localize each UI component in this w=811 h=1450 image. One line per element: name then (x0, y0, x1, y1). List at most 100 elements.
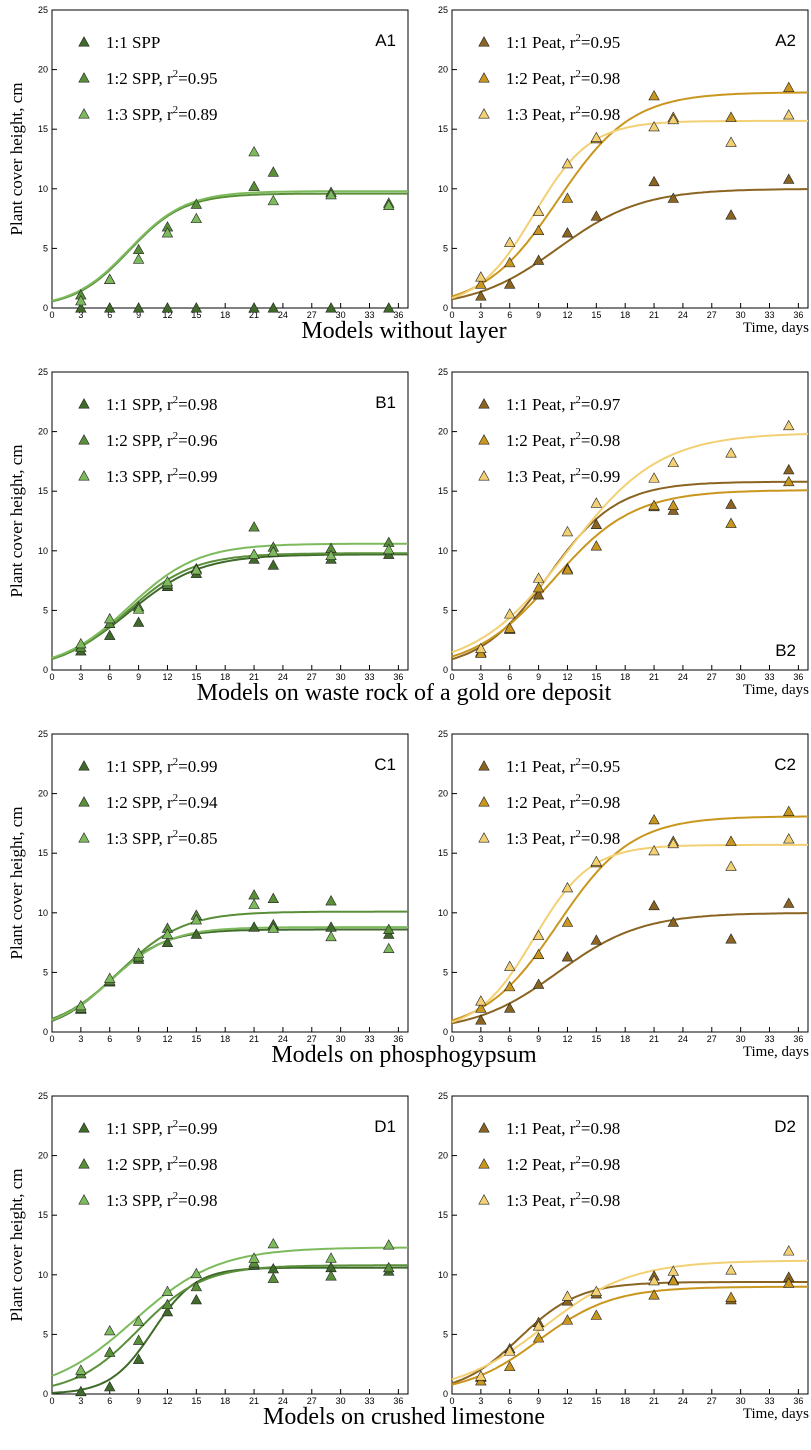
data-point (475, 642, 487, 654)
data-point (75, 1364, 87, 1375)
fit-curve (451, 489, 808, 658)
fit-curve (451, 912, 808, 1025)
x-tick-label: 33 (765, 672, 775, 682)
y-tick-label: 0 (43, 1027, 48, 1037)
x-tick-label: 9 (136, 672, 141, 682)
x-tick-label: 24 (278, 1034, 288, 1044)
y-axis-label: Plant cover height, cm (7, 1169, 26, 1322)
x-tick-label: 0 (449, 1396, 454, 1406)
y-tick-label: 10 (38, 1270, 48, 1280)
legend-entry: 1:1 SPP, r2=0.99 (106, 756, 217, 776)
y-tick-label: 10 (438, 908, 448, 918)
data-point (190, 1280, 203, 1292)
x-tick-label: 0 (49, 1034, 54, 1044)
y-tick-label: 25 (38, 5, 48, 15)
data-point (725, 1291, 737, 1302)
data-point (783, 81, 795, 92)
y-tick-label: 25 (38, 729, 48, 739)
row-title: Models on waste rock of a gold ore depos… (197, 680, 612, 706)
data-point (561, 1290, 574, 1301)
legend-entry: 1:2 Peat, r2=0.98 (506, 1154, 620, 1174)
x-tick-label: 30 (336, 1396, 346, 1406)
legend-entry: 1:3 Peat, r2=0.98 (506, 104, 620, 124)
data-point (325, 549, 337, 561)
legend-marker (478, 398, 490, 409)
x-tick-label: 3 (78, 1396, 83, 1406)
data-point (532, 589, 545, 600)
x-tick-label: 27 (707, 672, 717, 682)
data-point (161, 928, 174, 939)
plot-frame (451, 371, 809, 671)
data-point (325, 188, 337, 200)
x-tick-label: 6 (507, 310, 512, 320)
legend-marker (478, 796, 490, 807)
x-tick-label: 24 (678, 1034, 688, 1044)
x-tick-label: 36 (393, 310, 403, 320)
data-point (104, 1381, 116, 1392)
data-point (667, 113, 680, 125)
x-tick-label: 12 (162, 1034, 172, 1044)
x-tick-label: 30 (336, 310, 346, 320)
y-tick-label: 25 (38, 367, 48, 377)
x-tick-label: 0 (449, 672, 454, 682)
data-point (648, 844, 660, 856)
data-point (132, 302, 145, 313)
data-point (561, 916, 574, 927)
fit-curve (451, 1285, 808, 1386)
x-tick-label: 12 (162, 310, 172, 320)
y-tick-label: 10 (438, 1270, 448, 1280)
data-point (75, 999, 87, 1011)
data-point (532, 978, 545, 989)
y-tick-label: 10 (38, 546, 48, 556)
data-point (267, 559, 280, 570)
data-point (504, 1360, 516, 1372)
data-point (475, 290, 487, 301)
y-axis-label: Plant cover height, cm (7, 807, 26, 960)
data-point (161, 936, 174, 948)
data-point (248, 146, 260, 157)
data-point (648, 814, 660, 825)
x-tick-label: 27 (707, 1396, 717, 1406)
legend-marker (78, 1158, 90, 1169)
legend-marker (78, 108, 90, 119)
data-point (667, 837, 680, 849)
x-tick-label: 6 (507, 1034, 512, 1044)
data-point (561, 525, 574, 537)
x-tick-label: 21 (649, 310, 659, 320)
data-point (783, 897, 795, 908)
data-point (532, 1320, 545, 1331)
data-point (267, 302, 280, 313)
y-tick-label: 25 (438, 729, 448, 739)
data-point (75, 302, 87, 313)
x-tick-label: 27 (707, 310, 717, 320)
legend-marker (478, 36, 490, 47)
data-point (532, 1332, 545, 1343)
data-point (132, 253, 145, 264)
data-point (725, 498, 737, 509)
data-point (104, 612, 116, 624)
x-tick-label: 12 (562, 1396, 572, 1406)
legend-entry: 1:2 Peat, r2=0.98 (506, 430, 620, 450)
x-tick-label: 27 (307, 672, 317, 682)
data-point (75, 637, 87, 649)
data-point (190, 564, 203, 575)
data-point (104, 629, 116, 640)
legend-entry: 1:2 SPP, r2=0.98 (106, 1154, 217, 1174)
legend-marker (478, 760, 490, 771)
data-point (725, 1264, 737, 1275)
x-tick-label: 27 (307, 1396, 317, 1406)
data-point (725, 111, 737, 122)
x-tick-label: 6 (107, 310, 112, 320)
y-tick-label: 20 (38, 789, 48, 799)
legend-entry: 1:1 Peat, r2=0.95 (506, 32, 620, 52)
x-tick-label: 9 (536, 1396, 541, 1406)
y-tick-label: 0 (443, 1027, 448, 1037)
data-point (267, 546, 280, 557)
y-tick-label: 0 (43, 303, 48, 313)
x-axis-label: Time, days (743, 320, 809, 336)
plot-frame (51, 9, 409, 309)
legend-entry: 1:2 SPP, r2=0.94 (106, 792, 218, 812)
x-tick-label: 21 (649, 1034, 659, 1044)
